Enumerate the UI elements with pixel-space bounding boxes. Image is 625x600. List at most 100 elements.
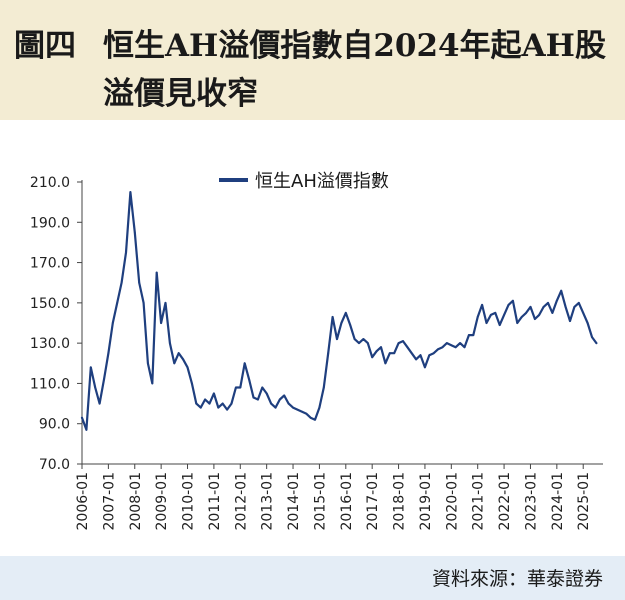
data-point xyxy=(94,386,97,389)
x-tick-label: 2013-01 xyxy=(260,472,276,531)
data-point xyxy=(380,346,382,349)
y-tick-label: 110.0 xyxy=(30,376,70,392)
data-point xyxy=(129,191,132,193)
x-tick-label: 2017-01 xyxy=(365,472,381,531)
x-tick-label: 2007-01 xyxy=(101,472,117,531)
data-point xyxy=(248,378,251,381)
y-tick-label: 90.0 xyxy=(39,417,70,433)
data-point xyxy=(270,402,272,405)
data-point xyxy=(213,392,215,395)
data-point xyxy=(243,362,246,365)
data-point xyxy=(314,418,316,421)
data-point xyxy=(274,406,277,409)
legend-label: 恒生AH溢價指數 xyxy=(255,171,389,192)
data-point xyxy=(494,312,497,314)
data-point xyxy=(89,366,92,369)
data-point xyxy=(85,428,88,431)
data-point xyxy=(344,312,347,314)
data-point xyxy=(498,324,501,326)
x-tick-label: 2024-01 xyxy=(550,472,566,531)
source-note: 資料來源：華泰證券 xyxy=(431,568,603,590)
series-line-ah-premium xyxy=(80,190,598,431)
chart-title-line1: 恒生AH溢價指數自2024年起AH股 xyxy=(103,28,606,64)
data-point xyxy=(169,342,171,344)
data-point xyxy=(327,352,330,355)
data-point xyxy=(441,346,444,349)
data-point xyxy=(463,346,466,349)
y-tick-label: 210.0 xyxy=(30,175,70,191)
data-point xyxy=(459,342,461,344)
data-point xyxy=(151,382,154,385)
data-point xyxy=(547,302,549,304)
data-point xyxy=(309,416,312,419)
x-tick-label: 2008-01 xyxy=(128,472,144,531)
x-tick-label: 2023-01 xyxy=(523,472,539,531)
data-point xyxy=(287,402,290,405)
y-tick-label: 190.0 xyxy=(30,215,70,231)
data-point xyxy=(384,362,387,365)
data-point xyxy=(283,394,286,397)
x-tick-label: 2019-01 xyxy=(418,472,434,531)
footer-bar: 資料來源：華泰證券 xyxy=(0,556,625,600)
data-point xyxy=(331,316,334,318)
data-point xyxy=(177,352,180,355)
data-point xyxy=(182,358,185,361)
x-tick-label: 2016-01 xyxy=(339,472,355,531)
data-point xyxy=(419,354,422,357)
data-point xyxy=(424,366,426,369)
data-point xyxy=(569,320,571,322)
x-tick-label: 2015-01 xyxy=(312,472,328,531)
data-point xyxy=(454,346,457,349)
data-point xyxy=(468,334,470,336)
data-point xyxy=(292,406,294,409)
data-point xyxy=(595,342,598,344)
data-point xyxy=(336,338,338,340)
data-point xyxy=(239,386,242,389)
data-point xyxy=(230,402,233,405)
data-point xyxy=(538,314,541,316)
data-point xyxy=(551,312,554,314)
x-tick-label: 2020-01 xyxy=(444,472,460,531)
legend: 恒生AH溢價指數 xyxy=(219,171,389,192)
data-point xyxy=(98,402,101,405)
data-point xyxy=(217,406,220,409)
data-point xyxy=(208,402,211,405)
data-point xyxy=(586,322,589,324)
data-point xyxy=(560,289,563,292)
plot-area xyxy=(80,190,598,431)
data-point xyxy=(116,302,119,304)
data-point xyxy=(485,322,488,324)
x-tick-label: 2009-01 xyxy=(154,472,170,531)
x-tick-label: 2021-01 xyxy=(471,472,487,531)
data-point xyxy=(573,306,576,308)
data-point xyxy=(235,386,237,389)
data-point xyxy=(164,302,167,304)
data-point xyxy=(340,322,343,324)
data-point xyxy=(300,410,303,413)
x-tick-label: 2022-01 xyxy=(497,472,513,531)
data-point xyxy=(529,306,532,308)
data-point xyxy=(147,362,149,365)
data-point xyxy=(362,338,365,340)
data-point xyxy=(107,352,110,355)
data-point xyxy=(191,382,193,385)
data-point xyxy=(555,299,558,302)
data-point xyxy=(410,352,413,355)
y-tick-label: 170.0 xyxy=(30,256,70,272)
chart-title-line2: 溢價見收窄 xyxy=(103,76,258,112)
data-point xyxy=(393,352,396,355)
data-point xyxy=(388,352,391,355)
data-point xyxy=(450,344,453,347)
data-point xyxy=(520,316,523,318)
x-tick-label: 2014-01 xyxy=(286,472,302,531)
data-point xyxy=(125,251,127,254)
data-point xyxy=(577,302,580,304)
y-tick-label: 150.0 xyxy=(30,296,70,312)
data-point xyxy=(186,366,189,369)
data-point xyxy=(195,402,198,405)
data-point xyxy=(481,304,483,306)
data-point xyxy=(81,416,83,419)
data-point xyxy=(278,398,281,401)
data-point xyxy=(226,408,229,411)
y-tick-label: 70.0 xyxy=(39,457,70,473)
